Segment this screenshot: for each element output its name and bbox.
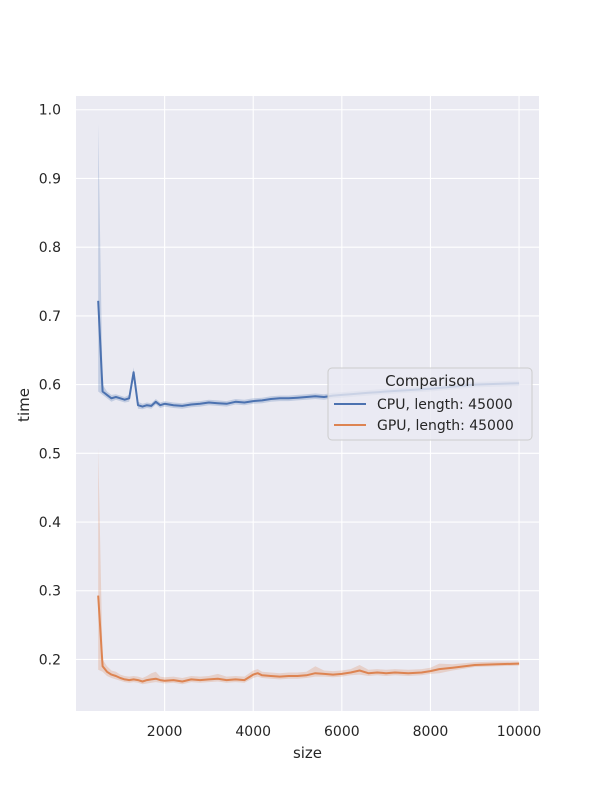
x-tick-label: 4000	[235, 724, 271, 740]
legend-title: Comparison	[385, 372, 475, 390]
y-tick-label: 0.9	[39, 171, 61, 187]
x-axis-label: size	[293, 744, 322, 762]
x-tick-label: 2000	[147, 724, 183, 740]
y-tick-label: 0.6	[39, 378, 61, 394]
y-tick-label: 0.5	[39, 446, 61, 462]
y-tick-label: 0.2	[39, 652, 61, 668]
y-tick-label: 0.3	[39, 584, 61, 600]
legend-label-gpu: GPU, length: 45000	[377, 418, 514, 434]
series-line-gpu	[97, 595, 520, 683]
x-tick-label: 8000	[413, 724, 449, 740]
y-tick-label: 0.8	[39, 240, 61, 256]
y-tick-label: 1.0	[39, 103, 61, 119]
y-axis: 0.2 0.3 0.4 0.5 0.6 0.7 0.8 0.9 1.0	[39, 103, 61, 669]
legend-frame	[327, 367, 533, 441]
x-tick-label: 10000	[497, 724, 542, 740]
x-axis: 2000 4000 6000 8000 10000	[147, 724, 542, 740]
x-tick-label: 6000	[324, 724, 360, 740]
y-tick-label: 0.4	[39, 515, 61, 531]
y-axis-label: time	[15, 388, 33, 422]
legend-label-cpu: CPU, length: 45000	[377, 397, 513, 413]
y-tick-label: 0.7	[39, 309, 61, 325]
legend: Comparison CPU, length: 45000 GPU, lengt…	[327, 367, 533, 441]
